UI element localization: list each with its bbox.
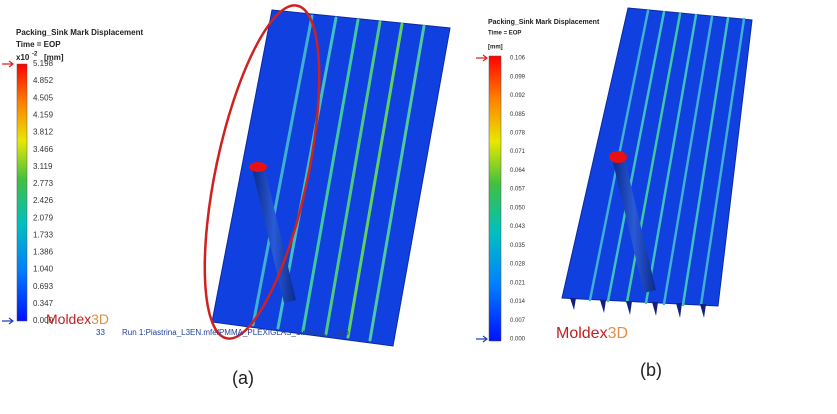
legend-label: 0.064 [510, 168, 526, 174]
legend-label: 0.028 [510, 262, 526, 268]
arrow-top [2, 60, 14, 68]
legend-label: 0.057 [510, 187, 526, 193]
time: Time = EOP [488, 31, 521, 37]
legend-label: 0.106 [510, 56, 526, 62]
arrow-top [476, 54, 488, 62]
logo: Moldex3D [46, 311, 109, 327]
ribs [570, 298, 706, 318]
logo: Moldex3D [556, 325, 628, 342]
legend-label: 0.099 [510, 74, 526, 80]
panel-a: Packing_Sink Mark Displacement Time = EO… [2, 4, 451, 388]
legend-label: 0.071 [510, 149, 526, 155]
legend-label: 0.000 [33, 316, 54, 325]
legend: 0.106 0.099 0.092 0.085 0.078 0.071 0.064 0.057… [510, 56, 526, 343]
color-bar [488, 55, 502, 342]
title: Packing_Sink Mark Displacement [16, 28, 144, 37]
legend-label: 1.040 [33, 265, 54, 274]
legend-label: 3.119 [33, 162, 53, 171]
legend-label: 4.505 [33, 93, 54, 102]
legend-label: 3.812 [33, 128, 54, 137]
legend-label: 0.014 [510, 299, 526, 305]
panel-b: Packing_Sink Mark Displacement Time = EO… [476, 7, 753, 380]
legend-label: 0.007 [510, 318, 526, 324]
color-bar [16, 63, 28, 322]
legend-label: 4.852 [33, 76, 54, 85]
unit: [mm] [488, 45, 503, 51]
gate-top [249, 162, 267, 172]
gate-cylinder [612, 156, 656, 293]
plate [561, 7, 753, 307]
legend-label: 0.035 [510, 243, 526, 249]
title: Packing_Sink Mark Displacement [488, 19, 600, 26]
legend-label: 1.733 [33, 230, 54, 239]
legend-label: 0.043 [510, 224, 526, 230]
unit: [mm] [44, 53, 64, 62]
time: Time = EOP [16, 40, 61, 49]
scale-prefix: x10 [16, 53, 30, 62]
legend-label: 0.347 [33, 299, 54, 308]
legend-label: 2.773 [33, 179, 54, 188]
gate-cylinder [252, 166, 296, 303]
highlight-ellipse [203, 4, 321, 340]
footer-number: 33 [96, 328, 105, 337]
arrow-bottom [2, 317, 14, 325]
legend-label: 0.693 [33, 282, 54, 291]
legend-label: 2.079 [33, 213, 54, 222]
caption: (a) [232, 368, 254, 388]
legend-label: 3.466 [33, 145, 54, 154]
gate-top [609, 151, 627, 163]
legend-label: 0.085 [510, 112, 526, 118]
legend-label: 2.426 [33, 196, 54, 205]
footer-text: Run 1:Piastrina_L3EN.mfe/PMMA_PLEXIGLAS_… [122, 328, 349, 337]
legend-label: 0.021 [510, 280, 526, 286]
legend-label: 0.050 [510, 205, 526, 211]
caption: (b) [640, 360, 662, 380]
legend-label: 0.092 [510, 93, 526, 99]
arrow-bottom [476, 335, 488, 343]
scale-exponent: -2 [32, 52, 38, 58]
legend: 5.198 4.852 4.505 4.159 3.812 3.466 3.119 2.773… [33, 59, 54, 325]
legend-label: 0.000 [510, 337, 526, 343]
legend-label: 0.078 [510, 131, 526, 137]
legend-label: 4.159 [33, 111, 54, 120]
legend-label: 1.386 [33, 248, 54, 257]
legend-label: 5.198 [33, 59, 54, 68]
